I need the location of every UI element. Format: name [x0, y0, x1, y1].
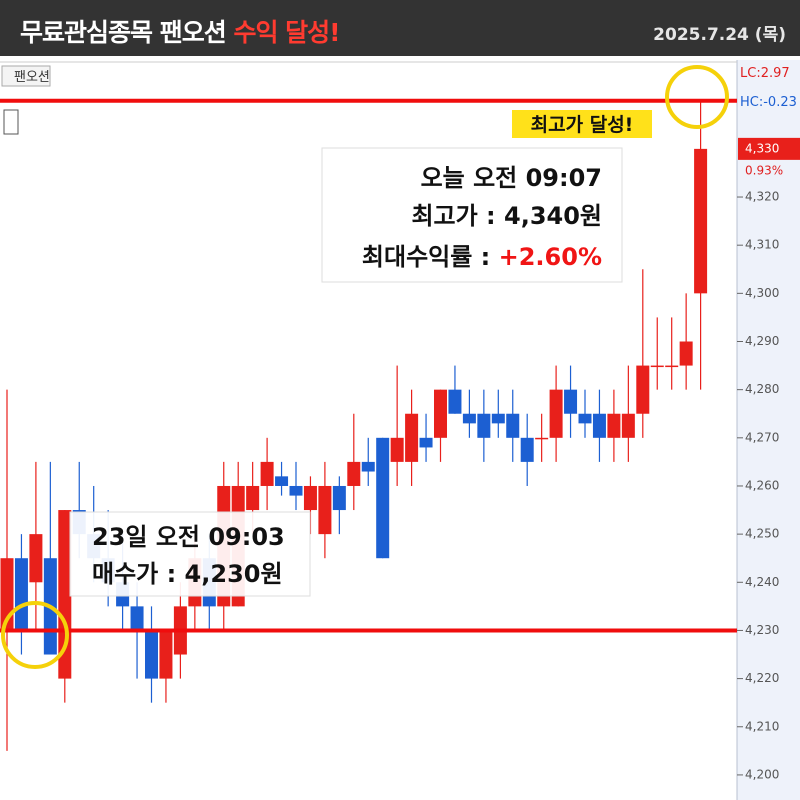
y-tick-label: 4,220	[745, 671, 779, 685]
candle-body	[694, 148, 708, 294]
candle-body	[159, 630, 173, 679]
candle-body	[477, 413, 491, 438]
candle-body	[434, 389, 447, 438]
candle-body	[289, 485, 303, 496]
candle-body	[592, 413, 606, 438]
last-price-label: 4,330	[745, 141, 779, 155]
last-price-box	[738, 137, 800, 160]
candle-body	[419, 437, 433, 448]
candle-body	[260, 461, 274, 486]
y-tick-label: 4,230	[745, 623, 779, 637]
buy-note-box	[69, 511, 311, 597]
title: 무료관심종목 팬오션 수익 달성!	[20, 13, 341, 49]
tab	[1, 65, 51, 87]
candle-body	[520, 437, 534, 462]
title-highlight: 수익 달성!	[233, 18, 340, 47]
y-tick-label: 4,200	[745, 767, 779, 781]
high-note-return: 최대수익률 : +2.60%	[362, 243, 602, 271]
candle-body	[405, 413, 419, 462]
y-tick-label: 4,290	[745, 334, 779, 348]
y-tick-label: 4,300	[745, 286, 779, 300]
high-badge: 최고가 달성!	[531, 114, 634, 136]
candle-body	[607, 413, 621, 438]
return-value: +2.60%	[499, 243, 602, 271]
candle-body	[535, 437, 549, 440]
candle-body	[14, 558, 28, 631]
high-note-time: 오늘 오전 09:07	[421, 164, 602, 192]
candle-body	[491, 413, 505, 424]
candle-body	[549, 389, 563, 438]
buy-note-price: 매수가 : 4,230원	[92, 560, 283, 588]
calc-icon	[3, 109, 19, 135]
candle-body	[318, 485, 332, 535]
y-tick-label: 4,310	[745, 238, 779, 252]
change-label: 0.93%	[745, 163, 783, 177]
candle-body	[621, 413, 635, 438]
candle-body	[578, 413, 592, 424]
lc-label: LC:2.97	[740, 66, 790, 81]
candle-body	[303, 485, 317, 511]
high-note-box	[321, 147, 623, 283]
candle-body	[275, 476, 289, 486]
candle-body	[130, 606, 144, 631]
badge-bg	[512, 110, 652, 138]
candle-body	[462, 413, 476, 424]
candle-body	[332, 485, 346, 511]
candle-body	[376, 437, 390, 559]
candle-body	[506, 413, 520, 438]
title-text: 무료관심종목 팬오션	[20, 18, 227, 47]
candle-body	[246, 485, 260, 511]
y-tick-label: 4,320	[745, 190, 779, 204]
candle-body	[564, 389, 578, 414]
high-circle	[665, 65, 729, 129]
buy-note-time: 23일 오전 09:03	[92, 523, 285, 551]
hc-label: HC:-0.23	[740, 95, 797, 110]
y-tick-label: 4,240	[745, 575, 779, 589]
return-label: 최대수익률 :	[362, 243, 499, 271]
candle-body	[650, 365, 664, 368]
candle-body	[361, 461, 375, 472]
candle-body	[347, 461, 361, 486]
candle-body	[145, 630, 158, 679]
y-tick-label: 4,280	[745, 382, 779, 396]
y-tick-label: 4,250	[745, 527, 779, 541]
axis-panel	[737, 60, 800, 800]
date: 2025.7.24 (목)	[653, 25, 786, 45]
high-note-price: 최고가 : 4,340원	[411, 202, 602, 230]
candle-body	[665, 365, 679, 368]
candle-body	[390, 437, 404, 462]
buy-circle	[1, 601, 69, 669]
header: 무료관심종목 팬오션 수익 달성! 2025.7.24 (목)	[0, 0, 800, 56]
y-tick-label: 4,210	[745, 719, 779, 733]
chart: 팬오션 최고가 달성! 오늘 오전 09:07 최고가 : 4,340원 최대수…	[0, 60, 800, 800]
y-tick-label: 4,260	[745, 478, 779, 492]
candle-body	[448, 389, 462, 414]
candle-body	[679, 341, 693, 366]
y-tick-label: 4,270	[745, 430, 779, 444]
tab-label: 팬오션	[14, 70, 50, 85]
candle-body	[636, 365, 650, 414]
candle-body	[29, 534, 43, 583]
